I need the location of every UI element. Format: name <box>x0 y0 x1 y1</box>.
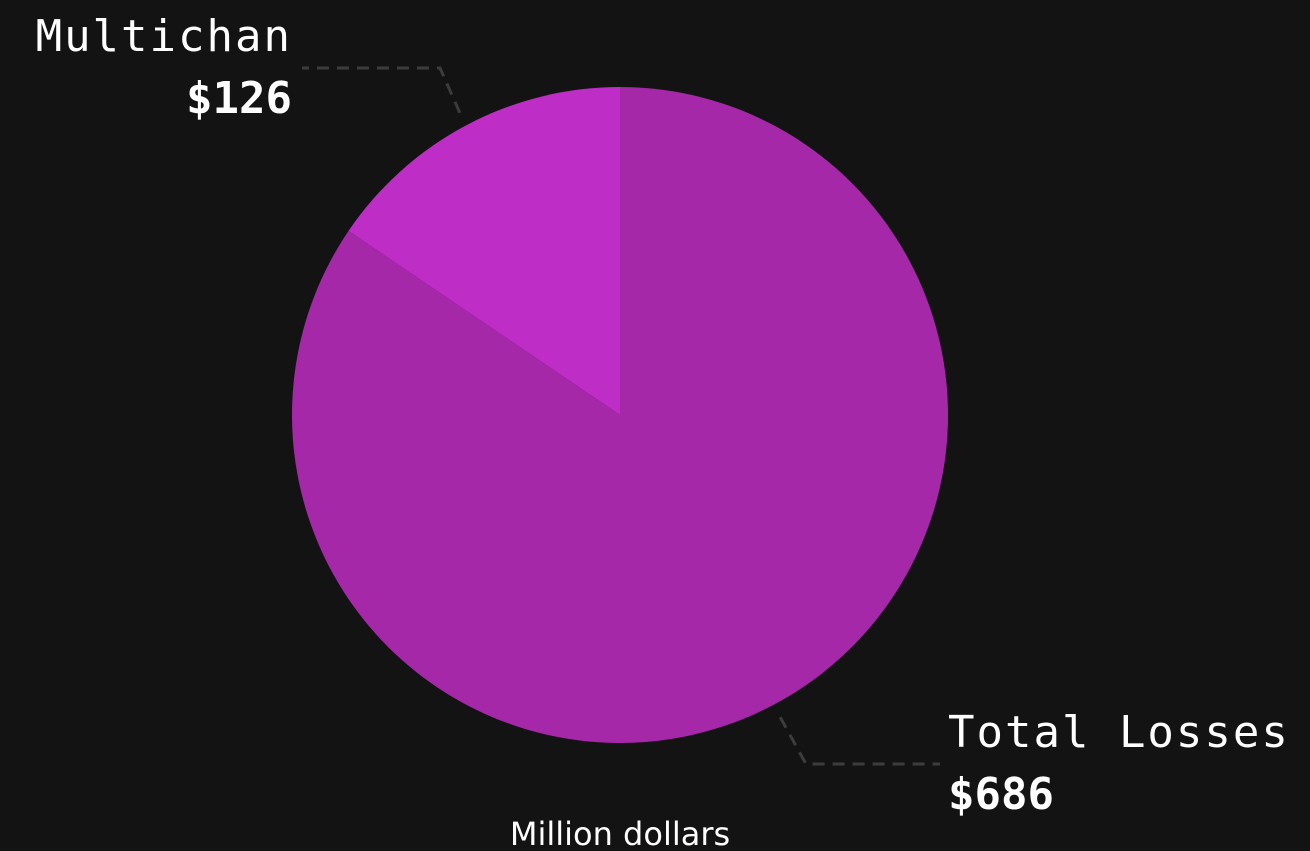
leader-line-multichan <box>302 66 462 114</box>
slice-label-name: Multichan <box>35 11 292 62</box>
slice-label-multichan: Multichan $126 <box>36 6 292 130</box>
slice-label-value: $126 <box>186 73 292 124</box>
pie-slice-total-losses <box>292 87 949 743</box>
unit-caption: Million dollars <box>509 815 731 851</box>
slice-label-total-losses: Total Losses $686 <box>948 702 1290 826</box>
slice-label-value: $686 <box>948 769 1054 820</box>
slice-label-name: Total Losses <box>948 707 1290 758</box>
pie-slice-multichan <box>348 87 620 415</box>
leader-line-total-losses <box>778 716 940 766</box>
